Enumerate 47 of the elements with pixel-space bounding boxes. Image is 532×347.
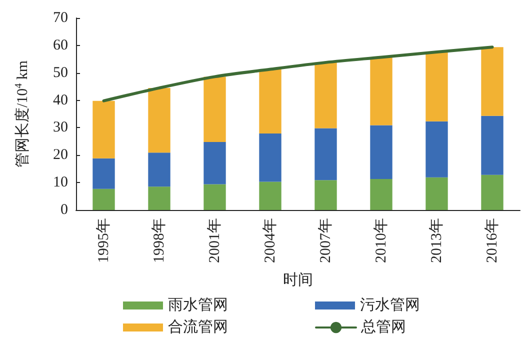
x-tick-label: 2004年 <box>261 218 278 263</box>
y-tick-label: 30 <box>53 120 68 136</box>
legend-label: 污水管网 <box>360 296 420 314</box>
y-axis-title: 管网长度/104 km <box>14 60 31 168</box>
bar <box>314 128 337 180</box>
x-tick-label: 2016年 <box>483 218 500 263</box>
y-tick-label: 10 <box>53 174 68 191</box>
y-tick-label: 40 <box>53 92 68 108</box>
bar <box>370 57 392 126</box>
bar <box>204 142 226 184</box>
x-tick-label: 1998年 <box>150 218 168 263</box>
bar <box>426 52 448 122</box>
bar <box>370 179 392 210</box>
bar <box>92 100 115 158</box>
bar <box>92 188 115 210</box>
bar <box>481 174 504 210</box>
y-tick-label: 0 <box>60 202 68 218</box>
bar <box>204 184 226 210</box>
bar <box>259 182 282 210</box>
legend-label: 雨水管网 <box>168 296 228 314</box>
x-tick-label: 1995年 <box>94 218 112 263</box>
y-tick-label: 20 <box>53 147 68 164</box>
bar <box>259 133 282 182</box>
bar <box>481 116 504 175</box>
bar <box>370 125 392 180</box>
bar <box>204 76 226 142</box>
bar <box>426 121 448 178</box>
bar <box>481 47 504 116</box>
x-tick-label: 2001年 <box>206 218 223 263</box>
bar <box>148 186 170 210</box>
x-tick-label: 2013年 <box>428 218 445 263</box>
bar <box>426 177 448 210</box>
x-tick-label: 2010年 <box>372 218 390 263</box>
y-tick-label: 60 <box>53 37 68 54</box>
bar <box>148 152 170 187</box>
legend-label: 合流管网 <box>168 318 228 336</box>
y-tick-label: 50 <box>53 64 68 81</box>
line-series <box>102 46 494 102</box>
x-tick-label: 2007年 <box>316 218 334 263</box>
x-axis-title: 时间 <box>283 272 313 288</box>
bar <box>259 69 282 134</box>
legend-label: 总管网 <box>360 318 406 336</box>
bar <box>314 180 337 210</box>
bar <box>148 88 170 153</box>
y-tick-label: 70 <box>53 10 68 26</box>
bar <box>314 62 337 128</box>
bar <box>92 158 115 189</box>
